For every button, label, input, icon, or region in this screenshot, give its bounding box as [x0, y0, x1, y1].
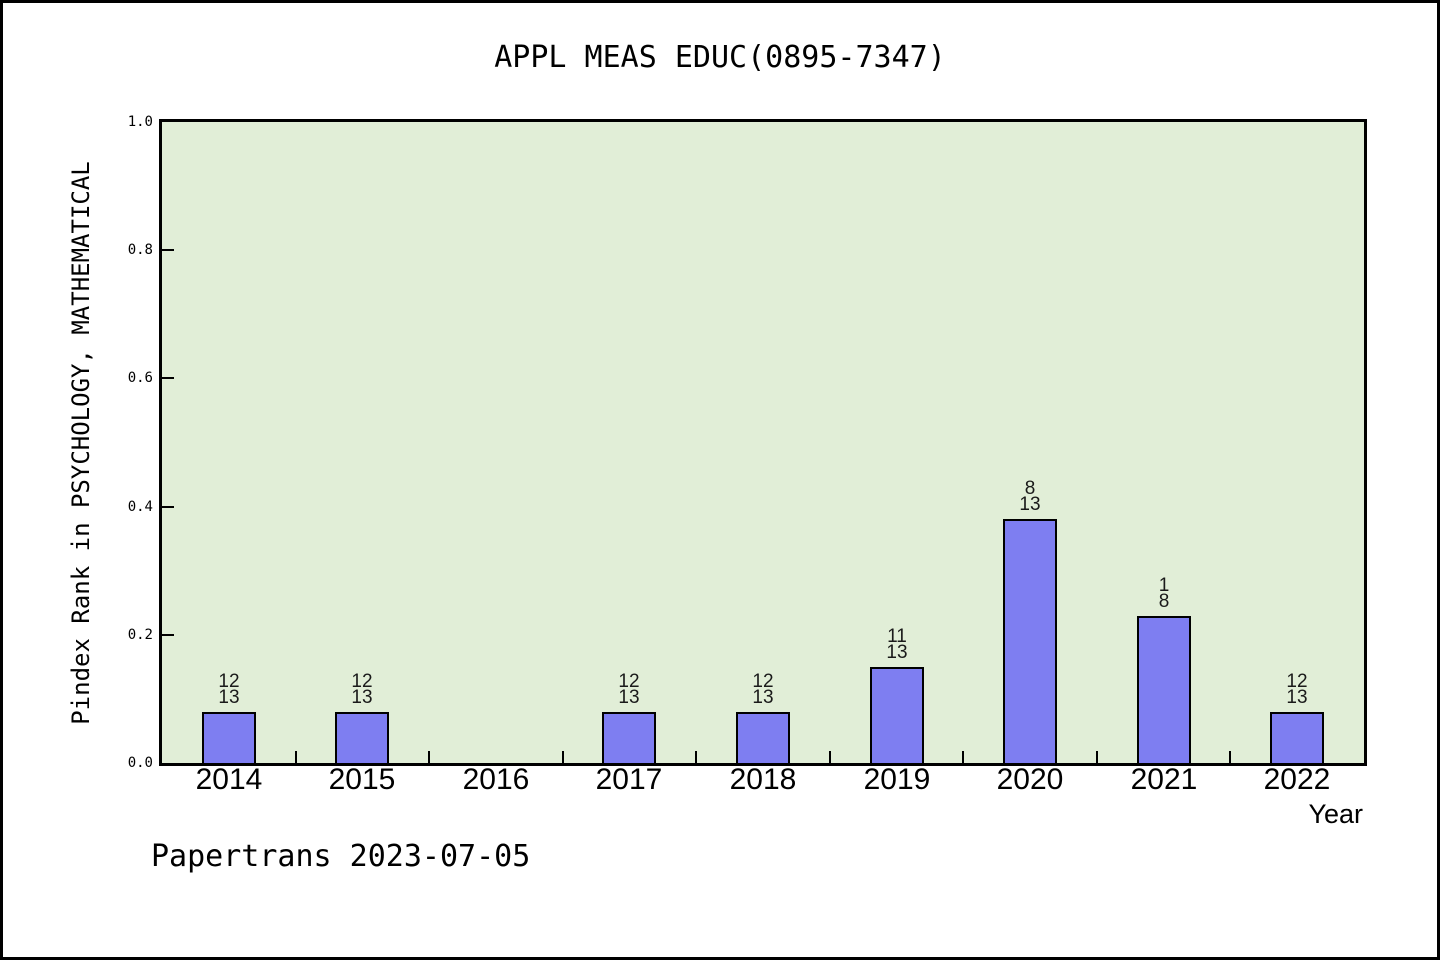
bar-label-2015: 12 13	[322, 671, 402, 708]
bar-label-2018: 12 13	[723, 671, 803, 708]
x-tick-mark	[294, 751, 297, 763]
bar-2017	[602, 712, 656, 765]
x-tick-mark	[828, 751, 831, 763]
bar-label-numerator: 8	[1024, 478, 1036, 499]
watermark-credit: Papertrans 2023-07-05	[151, 839, 531, 874]
x-tick-mark	[561, 751, 564, 763]
chart-title: APPL MEAS EDUC(0895-7347)	[494, 40, 946, 75]
x-tick-mark	[1095, 751, 1098, 763]
bar-label-numerator: 11	[887, 626, 907, 647]
x-tick-label-2016: 2016	[462, 763, 530, 796]
x-tick-label-2021: 2021	[1130, 763, 1198, 796]
bar-label-denominator: 13	[1286, 687, 1308, 708]
x-tick-mark	[428, 751, 431, 763]
y-tick-label-0.0: 0.0	[127, 755, 153, 771]
y-tick-mark	[162, 377, 174, 380]
y-axis-label: Pindex Rank in PSYCHOLOGY, MATHEMATICAL	[67, 161, 95, 725]
x-tick-mark	[1229, 751, 1232, 763]
bar-2019	[870, 667, 924, 765]
bar-label-numerator: 12	[752, 671, 774, 692]
bar-2021	[1137, 616, 1191, 765]
bar-label-denominator: 13	[351, 687, 373, 708]
bar-2020	[1003, 519, 1057, 765]
bar-label-numerator: 12	[1286, 671, 1308, 692]
bar-label-2019: 11 13	[857, 626, 937, 663]
bar-2022	[1270, 712, 1324, 765]
bar-label-denominator: 13	[218, 687, 240, 708]
y-tick-label-0.4: 0.4	[127, 498, 153, 515]
x-tick-label-2015: 2015	[328, 763, 396, 796]
x-tick-label-2014: 2014	[195, 763, 263, 796]
x-tick-label-2022: 2022	[1263, 763, 1331, 796]
x-tick-mark	[962, 751, 965, 763]
x-tick-mark	[695, 751, 698, 763]
bar-2018	[736, 712, 790, 765]
y-tick-mark	[162, 249, 174, 252]
x-tick-label-2020: 2020	[996, 763, 1064, 796]
y-tick-label-0.2: 0.2	[127, 626, 153, 643]
bar-label-denominator: 13	[886, 642, 908, 663]
x-tick-label-2019: 2019	[863, 763, 931, 796]
bar-label-numerator: 12	[618, 671, 640, 692]
y-tick-mark	[162, 505, 174, 508]
bar-label-denominator: 13	[752, 687, 774, 708]
y-tick-label-0.6: 0.6	[127, 370, 153, 387]
bar-label-denominator: 8	[1158, 591, 1170, 612]
y-tick-label-1.0: 1.0	[127, 114, 153, 130]
y-tick-mark	[162, 633, 174, 636]
bar-label-denominator: 13	[618, 687, 640, 708]
x-axis-label: Year	[1308, 799, 1363, 829]
bar-label-2022: 12 13	[1257, 671, 1337, 708]
bar-label-numerator: 12	[351, 671, 373, 692]
y-tick-label-0.8: 0.8	[127, 242, 153, 259]
bar-2014	[202, 712, 256, 765]
bar-label-numerator: 1	[1158, 575, 1170, 596]
bar-label-numerator: 12	[218, 671, 240, 692]
x-tick-label-2018: 2018	[729, 763, 797, 796]
bar-label-2020: 8 13	[990, 478, 1070, 515]
bar-label-2017: 12 13	[589, 671, 669, 708]
x-tick-label-2017: 2017	[595, 763, 663, 796]
bar-2015	[335, 712, 389, 765]
bar-label-denominator: 13	[1019, 494, 1041, 515]
bar-label-2014: 12 13	[189, 671, 269, 708]
